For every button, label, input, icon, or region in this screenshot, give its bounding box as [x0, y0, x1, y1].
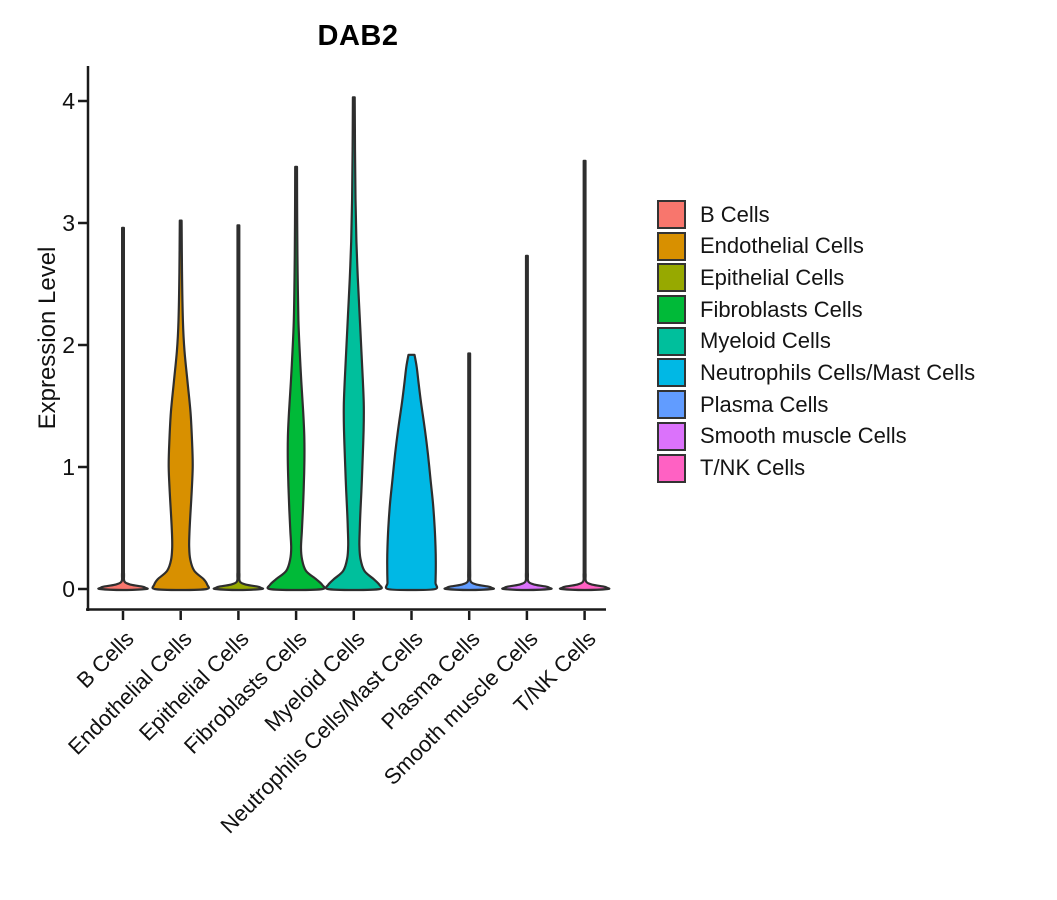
- legend-label: Neutrophils Cells/Mast Cells: [700, 359, 976, 385]
- violin-smooth-muscle-cells: [501, 254, 553, 592]
- legend-label: Epithelial Cells: [700, 264, 845, 290]
- legend-swatch-icon: [657, 200, 686, 229]
- plot-title: DAB2: [317, 20, 399, 52]
- legend-item-fibroblasts-cells: Fibroblasts Cells: [657, 295, 975, 325]
- legend-swatch-icon: [657, 326, 686, 356]
- violin-fibroblasts-cells: [266, 165, 326, 592]
- legend-swatch-icon: [657, 390, 686, 420]
- legend-swatch-icon: [657, 421, 686, 451]
- legend-label: Plasma Cells: [700, 391, 829, 417]
- y-tick-label-4: 4: [62, 88, 75, 114]
- y-tick-label-1: 1: [62, 454, 75, 480]
- legend-label: Fibroblasts Cells: [700, 296, 863, 322]
- violin-b-cells: [97, 226, 149, 592]
- legend-swatch-icon: [657, 231, 686, 261]
- legend-swatch-icon: [657, 358, 686, 388]
- legend-item-myeloid-cells: Myeloid Cells: [657, 326, 975, 356]
- axes: [78, 66, 606, 620]
- violin-shapes: [97, 96, 611, 592]
- legend-item-endothelial-cells: Endothelial Cells: [657, 231, 975, 261]
- legend-label: Myeloid Cells: [700, 328, 831, 354]
- legend-label: Endothelial Cells: [700, 233, 864, 259]
- legend-item-epithelial-cells: Epithelial Cells: [657, 263, 975, 293]
- legend-item-smooth-muscle-cells: Smooth muscle Cells: [657, 421, 975, 451]
- legend-item-plasma-cells: Plasma Cells: [657, 390, 975, 420]
- legend-label: B Cells: [700, 201, 770, 227]
- legend-swatch-icon: [657, 295, 686, 325]
- legend-item-b-cells: B Cells: [657, 200, 975, 229]
- legend-item-neutrophils-cells-mast-cells: Neutrophils Cells/Mast Cells: [657, 358, 976, 388]
- legend: B Cells Endothelial Cells Epithelial Cells…: [657, 200, 975, 485]
- legend-swatch-icon: [657, 263, 686, 293]
- violin-t-nk-cells: [558, 159, 611, 592]
- legend-swatch-icon: [657, 453, 686, 483]
- violin-plasma-cells: [443, 352, 495, 592]
- y-tick-label-3: 3: [62, 210, 75, 236]
- y-tick-label-0: 0: [62, 576, 75, 602]
- legend-label: Smooth muscle Cells: [700, 423, 907, 449]
- violin-epithelial-cells: [212, 224, 265, 592]
- violin-neutrophils-cells-mast-cells: [384, 353, 439, 592]
- y-tick-label-2: 2: [62, 332, 75, 358]
- violin-endothelial-cells: [151, 219, 211, 592]
- legend-item-t-nk-cells: T/NK Cells: [657, 453, 975, 483]
- legend-label: T/NK Cells: [700, 455, 806, 480]
- violin-myeloid-cells: [324, 96, 383, 592]
